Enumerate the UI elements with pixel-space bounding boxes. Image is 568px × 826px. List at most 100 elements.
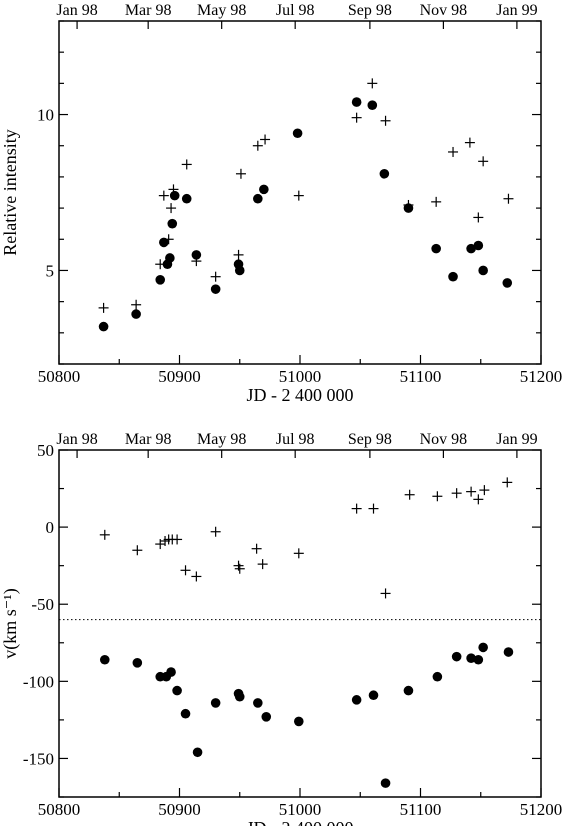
data-point-circle	[380, 778, 391, 788]
data-point-circle	[503, 647, 514, 657]
data-point-circle	[98, 321, 109, 332]
data-point-circle	[473, 240, 484, 251]
top-tick-label: Jan 99	[496, 431, 537, 448]
data-point-plus	[368, 503, 379, 514]
data-point-plus	[235, 168, 246, 179]
data-point-plus	[473, 494, 484, 505]
data-point-plus	[132, 545, 143, 556]
data-point-circle	[259, 184, 269, 195]
top-tick-label: Jan 98	[56, 2, 97, 19]
intensity-panel: 50800 50900 51000 51100 51200 Jan 98 Mar 98 May…	[0, 2, 562, 405]
data-point-plus	[98, 302, 109, 313]
data-point-plus	[131, 299, 142, 310]
data-point-plus	[251, 543, 262, 554]
top-tick-label: Jan 98	[56, 431, 97, 448]
y-tick-label: -150	[23, 749, 54, 768]
y-tick-label: 0	[46, 518, 55, 537]
data-point-plus	[403, 199, 414, 210]
x-tick-label: 50900	[158, 367, 201, 386]
data-point-plus	[252, 140, 263, 151]
x-tick-label: 50800	[38, 800, 81, 819]
data-point-circle	[379, 168, 390, 179]
data-point-plus	[158, 190, 169, 201]
data-point-circle	[367, 100, 378, 110]
y-axis-label: Relative intensity	[0, 129, 20, 255]
data-point-circle	[169, 190, 180, 201]
data-point-plus	[191, 571, 202, 582]
top-tick-label: May 98	[197, 2, 246, 19]
data-point-plus	[367, 78, 378, 89]
data-point-circle	[431, 243, 441, 254]
data-point-plus	[502, 477, 513, 488]
data-point-circle	[466, 653, 476, 663]
data-point-circle	[167, 218, 178, 229]
data-point-circle	[293, 716, 304, 727]
data-point-circle	[448, 271, 458, 282]
data-point-circle	[292, 128, 303, 139]
data-point-plus	[478, 156, 489, 167]
data-point-circle	[234, 691, 245, 702]
data-point-circle	[155, 275, 166, 285]
data-point-plus	[166, 203, 177, 214]
data-point-circle	[165, 253, 175, 263]
data-point-plus	[257, 559, 268, 570]
data-point-plus	[163, 234, 174, 245]
data-point-plus	[404, 489, 415, 500]
data-point-plus	[351, 112, 362, 123]
x-axis-label: JD - 2 400 000	[247, 818, 354, 826]
data-point-circle	[261, 712, 272, 722]
plot-frame	[58, 20, 542, 365]
top-tick-label: Jan 99	[496, 2, 537, 19]
data-point-circle	[166, 667, 176, 677]
data-point-circle	[478, 265, 488, 276]
x-tick-label: 51000	[279, 800, 322, 819]
data-point-plus	[234, 563, 245, 574]
data-point-circle	[99, 654, 110, 665]
data-point-plus	[431, 196, 442, 207]
x-tick-label: 51100	[400, 800, 442, 819]
data-point-circle	[368, 690, 379, 701]
data-point-plus	[172, 534, 183, 545]
data-point-circle	[192, 747, 203, 758]
top-tick-label: Nov 98	[420, 2, 468, 19]
y-tick-label: 10	[37, 106, 54, 125]
x-tick-label: 51200	[520, 367, 563, 386]
velocity-panel: 50800 50900 51000 51100 51200 Jan 98 Mar 98 May…	[0, 431, 562, 826]
data-point-plus	[466, 486, 477, 497]
data-point-circle	[253, 698, 263, 708]
data-point-plus	[191, 256, 202, 267]
data-point-plus	[181, 159, 192, 170]
data-point-circle	[403, 685, 414, 696]
x-tick-label: 50800	[38, 367, 81, 386]
data-point-plus	[380, 115, 391, 126]
y-tick-label: 5	[46, 261, 55, 280]
plot-frame	[58, 449, 542, 798]
data-point-circle	[131, 309, 141, 319]
y-axis-label: v(km s⁻¹)	[0, 588, 21, 658]
data-point-circle	[210, 284, 221, 294]
data-point-plus	[380, 588, 391, 599]
data-point-plus	[293, 190, 304, 201]
top-tick-label: Nov 98	[420, 431, 468, 448]
data-point-plus	[464, 137, 475, 148]
data-point-plus	[233, 249, 244, 260]
data-point-plus	[155, 259, 166, 270]
data-point-circle	[473, 654, 484, 665]
data-point-circle	[180, 708, 191, 719]
data-point-circle	[466, 243, 476, 254]
data-point-plus	[260, 134, 271, 145]
top-tick-label: Mar 98	[125, 431, 172, 448]
data-point-circle	[451, 651, 462, 662]
data-point-plus	[503, 193, 514, 204]
top-tick-label: Sep 98	[348, 431, 392, 448]
data-point-circle	[234, 265, 245, 276]
data-point-circle	[351, 695, 362, 705]
data-point-circle	[210, 698, 221, 708]
y-tick-label: 50	[37, 441, 54, 460]
data-point-plus	[210, 271, 221, 282]
data-point-plus	[451, 488, 462, 499]
data-point-circle	[432, 671, 443, 682]
y-tick-label: -100	[23, 672, 54, 691]
data-point-circle	[181, 193, 192, 204]
data-point-circle	[191, 250, 202, 260]
